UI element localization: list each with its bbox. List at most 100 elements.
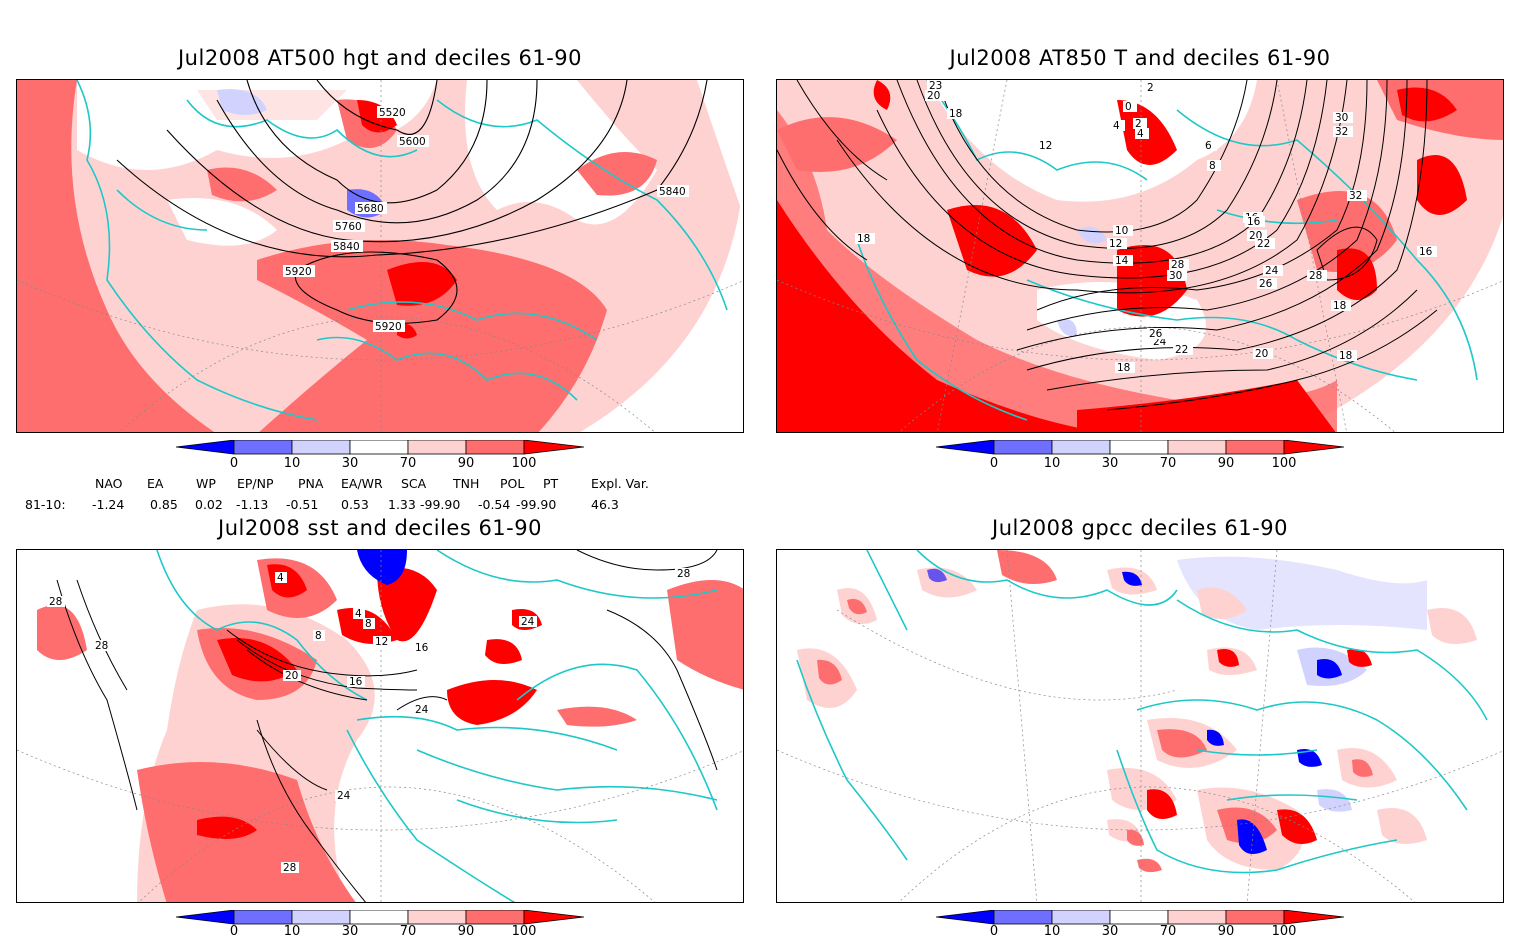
contour-label: 5920 [285, 266, 312, 278]
index-value: 1.33 [388, 497, 416, 512]
contour-label: 4 [355, 608, 362, 620]
map-panel-1: 5520 5600 5680 5760 5840 5840 5920 5920 [16, 79, 744, 433]
contour-label: 16 [415, 642, 429, 654]
index-header: Expl. Var. [591, 476, 649, 491]
colorbar-label: 90 [457, 924, 475, 939]
contour-label: 20 [927, 90, 940, 102]
colorbar-bottom-right: 0 10 30 70 90 100 [935, 909, 1346, 940]
contour-label: 24 [1265, 265, 1279, 277]
index-header: PNA [298, 476, 324, 491]
panel-title-3: Jul2008 sst and deciles 61-90 [218, 516, 542, 540]
colorbar-svg [935, 439, 1345, 455]
colorbar-label: 30 [341, 456, 359, 471]
contour-label: 28 [283, 862, 296, 874]
map-canvas-4 [777, 550, 1503, 902]
contour-label: 5520 [379, 107, 406, 119]
contour-label: 4 [1137, 128, 1144, 140]
contour-label: 2 [1147, 82, 1154, 94]
colorbar-label: 30 [1101, 456, 1119, 471]
colorbar-label: 100 [511, 456, 537, 471]
colorbar-label: 100 [511, 924, 537, 939]
index-value: -99.90 [420, 497, 461, 512]
colorbar-label: 0 [229, 456, 239, 471]
colorbar-label: 70 [1159, 924, 1177, 939]
colorbar-svg [935, 909, 1345, 925]
index-header: EP/NP [237, 476, 274, 491]
contour-label: 4 [1113, 120, 1120, 132]
index-header: POL [500, 476, 525, 491]
contour-label: 14 [1115, 255, 1129, 267]
colorbar-label: 0 [989, 456, 999, 471]
contour-label: 5920 [375, 321, 402, 333]
index-value: -99.90 [516, 497, 557, 512]
contour-labels-1: 5520 5600 5680 5760 5840 5840 5920 5920 [283, 106, 689, 333]
index-value: 0.53 [341, 497, 369, 512]
colorbar-label: 30 [341, 924, 359, 939]
contour-label: 6 [1205, 140, 1212, 152]
index-header: PT [543, 476, 559, 491]
contour-label: 24 [337, 790, 351, 802]
contour-label: 23 [929, 80, 942, 92]
colorbar-svg [175, 909, 585, 925]
colorbar-label: 10 [283, 456, 301, 471]
contour-label: 22 [1175, 344, 1188, 356]
contour-label: 18 [1339, 350, 1352, 362]
contour-label: 28 [1309, 270, 1322, 282]
colorbar-label: 0 [229, 924, 239, 939]
contour-labels-2: 2 0 2 4 6 8 10 12 14 16 18 18 18 20 20 2… [855, 80, 1437, 374]
contour-label: 30 [1169, 270, 1182, 282]
map-panel-2: 2 0 2 4 6 8 10 12 14 16 18 18 18 20 20 2… [776, 79, 1504, 433]
contour-label: 12 [375, 636, 388, 648]
index-header: NAO [95, 476, 123, 491]
map-panel-4 [776, 549, 1504, 903]
colorbar-label: 70 [399, 456, 417, 471]
contour-label: 18 [1117, 362, 1130, 374]
colorbar-label: 100 [1271, 456, 1297, 471]
contour-label: 16 [1247, 216, 1261, 228]
contour-label: 5680 [357, 203, 384, 215]
colorbar-svg [175, 439, 585, 455]
contour-label: 18 [857, 233, 870, 245]
contour-label: 24 [521, 616, 535, 628]
index-value: -1.13 [236, 497, 269, 512]
index-value: -0.54 [478, 497, 511, 512]
contour-label: 10 [1115, 225, 1128, 237]
contour-label: 4 [277, 572, 284, 584]
contour-label: 8 [315, 630, 322, 642]
contour-label: 12 [1109, 238, 1122, 250]
colorbar-label: 90 [1217, 924, 1235, 939]
contour-label: 28 [1171, 259, 1184, 271]
index-header: WP [196, 476, 216, 491]
contour-label: 18 [949, 108, 962, 120]
colorbar-top-right: 0 10 30 70 90 100 [935, 439, 1346, 480]
map-canvas-3: 28 28 28 28 24 24 20 16 16 12 8 8 4 4 24 [17, 550, 743, 902]
contour-label: 18 [1333, 300, 1346, 312]
map-panel-3: 28 28 28 28 24 24 20 16 16 12 8 8 4 4 24 [16, 549, 744, 903]
colorbar-label: 90 [457, 456, 475, 471]
contour-label: 5600 [399, 136, 426, 148]
contour-label: 28 [677, 568, 690, 580]
panel-title-1: Jul2008 AT500 hgt and deciles 61-90 [177, 46, 583, 70]
contour-label: 20 [285, 670, 298, 682]
index-header: EA/WR [341, 476, 383, 491]
colorbar-label: 10 [1043, 924, 1061, 939]
index-value: -1.24 [92, 497, 125, 512]
contour-label: 8 [365, 618, 372, 630]
panel-title-4: Jul2008 gpcc deciles 61-90 [992, 516, 1288, 540]
index-header: SCA [401, 476, 427, 491]
colorbar-label: 70 [399, 924, 417, 939]
index-header: EA [147, 476, 164, 491]
contour-label: 26 [1149, 328, 1163, 340]
contour-label: 5760 [335, 221, 362, 233]
contour-label: 26 [1259, 278, 1273, 290]
contour-label: 22 [1257, 238, 1270, 250]
index-value: -0.51 [286, 497, 319, 512]
contour-label: 5840 [659, 186, 686, 198]
contour-label: 2 [1135, 118, 1142, 130]
contour-label: 5840 [333, 241, 360, 253]
contour-label: 12 [1039, 140, 1052, 152]
contour-label: 32 [1349, 190, 1362, 202]
colorbar-top-left: 0 10 30 70 90 100 [175, 439, 586, 480]
contour-label: 32 [1335, 126, 1348, 138]
colorbar-label: 100 [1271, 924, 1297, 939]
